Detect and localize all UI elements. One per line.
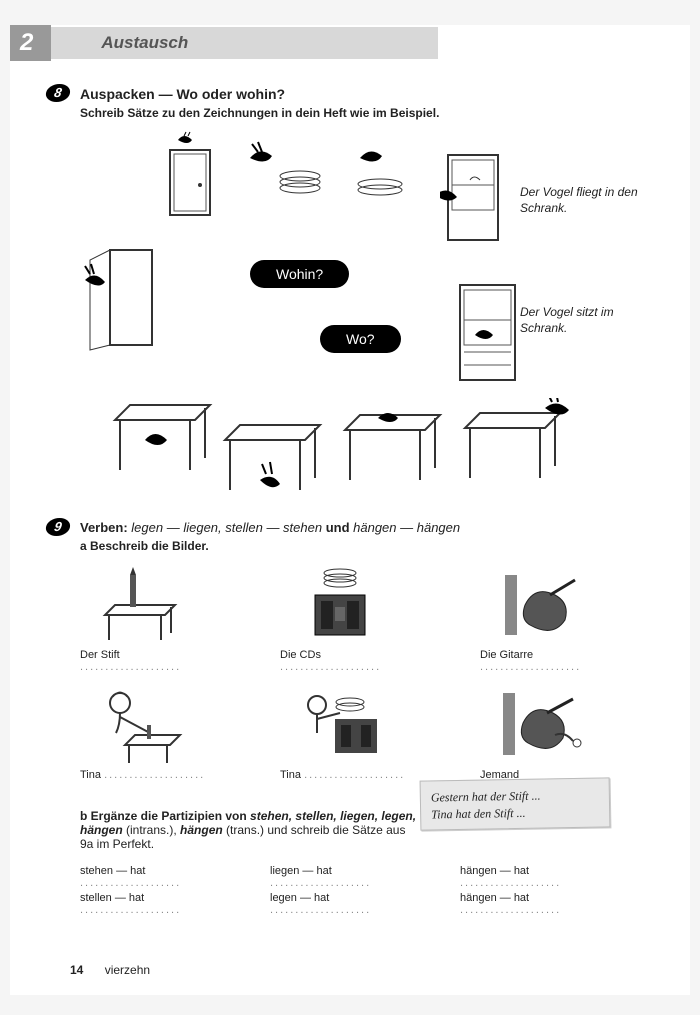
pb2: (intrans.), [123,823,180,837]
drawing-wardrobe-open [440,150,510,250]
drawing-tina-cds [280,685,400,765]
lbl-gitarre: Die Gitarre [480,649,533,661]
cell-stift: Der Stift .................... [80,565,220,673]
exercise-8: 8 Auspacken — Wo oder wohin? Schreib Sät… [80,86,630,510]
dots: .................... [460,877,561,889]
drawing-door-top [160,130,230,220]
lbl-stift: Der Stift [80,649,120,661]
pb1: b Ergänze die Partizipien von [80,809,250,823]
pill-wohin: Wohin? [250,260,349,288]
ex9-verbs1: legen — liegen, stellen — stehen [131,520,322,535]
drawing-tina-stift [80,685,200,765]
drawing-table-4 [450,398,580,498]
exercise-number-8: 8 [44,84,71,102]
dots: .................... [270,904,371,916]
lbl-tina2: Tina [280,769,301,781]
ex9-title-pre: Verben: [80,520,131,535]
drawing-wardrobe-bird [450,280,530,390]
pb-verbs2: hängen [180,823,223,837]
answers-col1: stehen — hat .................... stelle… [80,865,230,919]
drawing-door-left [80,240,170,360]
exercise-9: 9 Verben: legen — liegen, stellen — steh… [80,520,630,919]
cell-tina2: Tina .................... [280,685,420,793]
page-number: 14 [70,963,83,977]
drawing-table-2 [210,410,330,510]
dots: .................... [460,904,561,916]
page-word: vierzehn [105,963,150,977]
dots: .................... [80,904,181,916]
ex9-title: Verben: legen — liegen, stellen — stehen… [80,520,630,535]
ex9-row1: Der Stift .................... Die CDs .… [80,565,630,673]
page: 2 Austausch 8 Auspacken — Wo oder wohin?… [10,25,690,995]
ex8-title: Auspacken — Wo oder wohin? [80,86,630,102]
drawing-jemand-gitarre [480,685,600,765]
dots: .................... [304,769,405,781]
header-bar: 2 Austausch [10,25,690,61]
a12: hängen — hat [460,892,529,904]
drawing-stift [80,565,200,645]
drawing-table-1 [100,390,220,490]
drawing-bird-on-books [340,140,420,210]
answers-col2: liegen — hat .................... legen … [270,865,420,919]
ex9-verbs2: hängen — hängen [353,520,460,535]
a02: hängen — hat [460,865,529,877]
drawing-bird-books [240,138,330,208]
dots: .................... [104,769,205,781]
a00: stehen — hat [80,865,145,877]
ex9-sub-a: a Beschreib die Bilder. [80,539,630,553]
ex9-mid: und [322,520,353,535]
unit-title: Austausch [51,27,438,59]
caption-sitzt: Der Vogel sitzt im Schrank. [520,305,650,336]
dots: .................... [280,661,381,673]
note-line2: Tina hat den Stift ... [431,803,599,823]
pill-wo: Wo? [320,325,401,353]
dots: .................... [480,661,581,673]
footer: 14 vierzehn [70,963,150,977]
exercise-number-9: 9 [44,518,71,536]
drawing-table-3 [330,400,450,500]
cell-tina1: Tina .................... [80,685,220,793]
dots: .................... [80,661,181,673]
caption-fliegt: Der Vogel fliegt in den Schrank. [520,185,650,216]
note-box: Gestern hat der Stift ... Tina hat den S… [420,777,611,830]
lbl-cds: Die CDs [280,649,321,661]
cell-cds: Die CDs .................... [280,565,420,673]
a01: liegen — hat [270,865,332,877]
lbl-tina1: Tina [80,769,101,781]
cell-gitarre: Die Gitarre .................... [480,565,620,673]
ex8-subtitle: Schreib Sätze zu den Zeichnungen in dein… [80,106,630,120]
a10: stellen — hat [80,892,144,904]
ex9-row2: Tina .................... Tina .........… [80,685,630,793]
drawing-gitarre [480,565,600,645]
answers-col3: hängen — hat .................... hängen… [460,865,610,919]
unit-number: 2 [10,25,51,61]
ex9-answers: stehen — hat .................... stelle… [80,865,630,919]
ex8-diagram: Wohin? Wo? Der Vogel fliegt in den Schra… [80,130,630,510]
dots: .................... [270,877,371,889]
drawing-cds [280,565,400,645]
ex9-part-b: b Ergänze die Partizipien von stehen, st… [80,809,420,851]
a11: legen — hat [270,892,329,904]
dots: .................... [80,877,181,889]
